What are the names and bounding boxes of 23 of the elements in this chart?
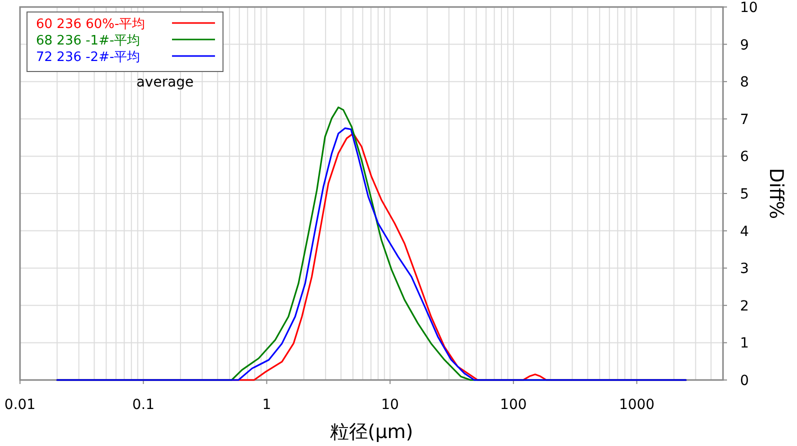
x-tick-label: 1000	[618, 397, 655, 413]
legend-label: 60 236 60%-平均	[36, 17, 146, 32]
x-tick-label: 0.01	[4, 397, 36, 413]
y-tick-label: 4	[740, 224, 749, 240]
y-tick-label: 7	[740, 112, 749, 128]
y-tick-label: 0	[740, 373, 749, 389]
y-tick-label: 1	[740, 336, 749, 352]
y-tick-label: 3	[740, 261, 749, 278]
annotation: average	[136, 74, 194, 90]
y-tick-label: 6	[740, 149, 749, 166]
text: 68 236 -1#-平均	[36, 34, 140, 48]
y-tick-label: 2	[740, 298, 749, 314]
x-tick-label: 1	[262, 397, 272, 413]
x-tick-label: 100	[500, 397, 527, 413]
y-tick-label: 8	[740, 74, 749, 91]
y-axis-title: Diff%	[765, 168, 787, 220]
x-axis-title: 粒径(μm)	[330, 421, 414, 443]
x-tick-label: 0.1	[132, 397, 154, 413]
text: 72 236 -2#-平均	[36, 50, 140, 65]
x-tick-label: 10	[381, 397, 399, 413]
y-tick-label: 9	[740, 37, 749, 54]
y-tick-label: 10	[740, 0, 758, 16]
y-tick-label: 5	[740, 186, 749, 202]
